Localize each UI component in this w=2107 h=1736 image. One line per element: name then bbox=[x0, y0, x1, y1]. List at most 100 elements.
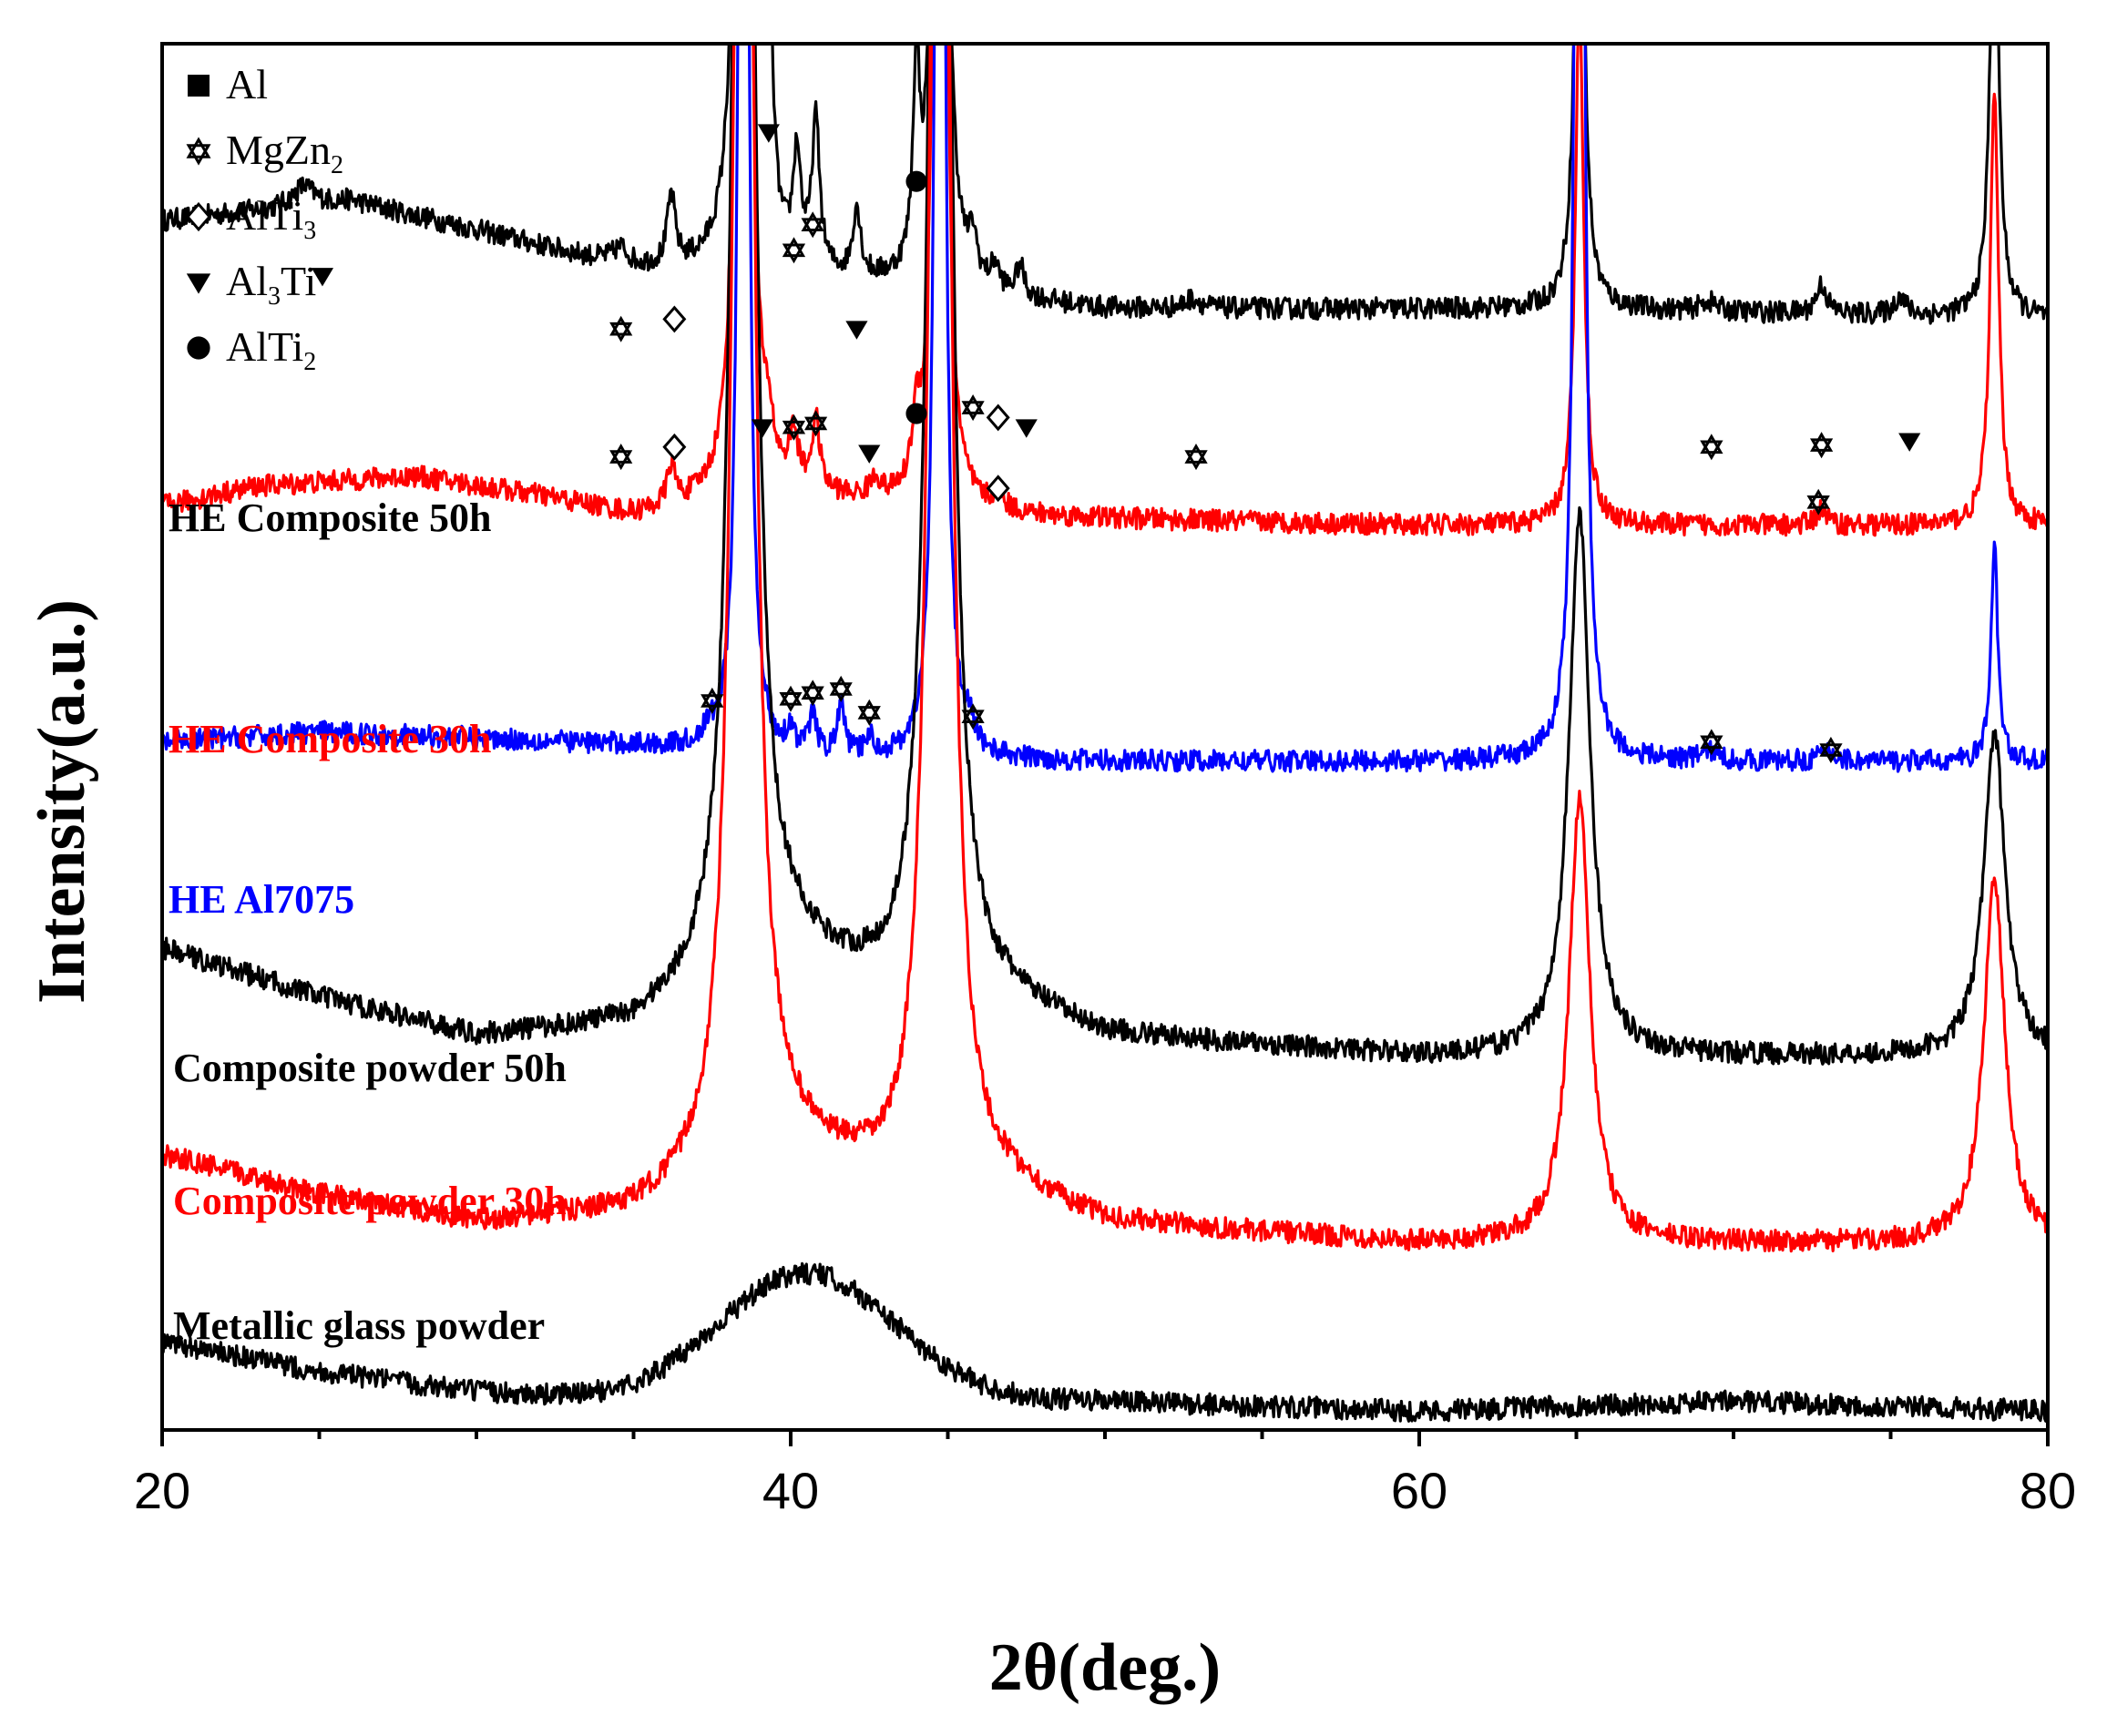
series-2-marker-hexagram bbox=[801, 679, 824, 707]
series-2-marker-hexagram bbox=[1819, 736, 1843, 763]
series-2-marker-hexagram bbox=[961, 703, 985, 730]
legend-filled-square-icon bbox=[188, 75, 210, 97]
legend-filled-down-triangle-icon bbox=[186, 273, 211, 294]
series-0-marker-filled-down-triangle-shape bbox=[311, 268, 334, 287]
legend-label-main: Al bbox=[226, 61, 268, 107]
legend-label-main: MgZn bbox=[226, 127, 331, 173]
series-1-marker-hexagram-shape-down bbox=[782, 420, 806, 441]
series-2-marker-hexagram-shape-up bbox=[961, 703, 985, 723]
x-tick-label: 20 bbox=[134, 1462, 190, 1519]
series-line-1 bbox=[162, 44, 2048, 537]
legend-label-subscript: 3 bbox=[303, 217, 316, 245]
legend-label-main: AlTi bbox=[226, 323, 303, 370]
series-0-marker-hexagram-shape-up bbox=[1810, 432, 1834, 452]
series-0-marker-hexagram-shape-up bbox=[1700, 434, 1723, 454]
legend-label-tail: Ti bbox=[281, 258, 316, 304]
series-0-marker-hexagram-shape-down bbox=[1700, 440, 1723, 461]
series-2-marker-hexagram-shape-up bbox=[801, 679, 824, 700]
series-0-marker-filled-down-triangle-shape bbox=[845, 321, 868, 340]
legend-entry-label: AlTi2 bbox=[226, 323, 316, 376]
series-label-5: Metallic glass powder bbox=[173, 1303, 545, 1348]
legend-label-subscript: 2 bbox=[303, 348, 316, 376]
x-tick-label: 80 bbox=[2020, 1462, 2076, 1519]
series-1-marker-hexagram-shape-down bbox=[804, 416, 828, 437]
series-2-marker-hexagram-shape-up bbox=[1700, 729, 1723, 750]
legend-entry: MgZn2 bbox=[186, 127, 343, 179]
series-2-marker-hexagram-shape-down bbox=[1819, 743, 1843, 763]
series-0-marker-hexagram-shape-up bbox=[609, 315, 633, 336]
series-0-marker-filled-circle bbox=[905, 170, 927, 192]
series-0-marker-hexagram bbox=[782, 237, 806, 264]
series-2-marker-hexagram-shape-up bbox=[779, 685, 803, 706]
series-1-marker-hexagram bbox=[609, 443, 633, 471]
series-0-marker-filled-down-triangle bbox=[757, 124, 780, 143]
legend-entry: Al bbox=[188, 61, 268, 107]
series-2-marker-hexagram bbox=[829, 675, 853, 702]
legend-filled-square-icon-shape bbox=[188, 75, 210, 97]
series-0-marker-filled-down-triangle-shape bbox=[757, 124, 780, 143]
legend-open-diamond-icon bbox=[186, 201, 211, 232]
series-2-marker-hexagram bbox=[857, 699, 881, 726]
series-1-marker-open-diamond-shape bbox=[986, 475, 1010, 503]
series-label-0: HE Composite 50h bbox=[169, 495, 491, 540]
series-0-marker-open-diamond bbox=[662, 305, 687, 333]
series-1-marker-filled-down-triangle bbox=[751, 419, 774, 438]
series-0-marker-filled-down-triangle bbox=[845, 321, 868, 340]
series-0-marker-filled-down-triangle-shape bbox=[1898, 433, 1921, 452]
series-label-3: Composite powder 50h bbox=[173, 1046, 567, 1090]
series-1-marker-hexagram bbox=[804, 410, 828, 437]
series-line-5 bbox=[162, 1261, 2048, 1423]
series-0-marker-filled-down-triangle bbox=[1898, 433, 1921, 452]
series-1-marker-filled-circle bbox=[905, 403, 927, 424]
series-1-marker-hexagram-shape-up bbox=[782, 414, 806, 434]
series-1-marker-open-diamond-shape bbox=[662, 433, 687, 461]
series-0-marker-hexagram-shape-down bbox=[961, 401, 985, 422]
series-0-marker-hexagram bbox=[961, 393, 985, 422]
series-labels: HE Composite 50h HE Composite 30h HE Al707… bbox=[169, 495, 567, 1348]
series-1-marker-hexagram bbox=[1806, 488, 1830, 516]
legend-hexagram-icon bbox=[186, 137, 211, 166]
series-2-marker-hexagram-shape-down bbox=[1700, 735, 1723, 756]
legend-label-subscript: 2 bbox=[331, 151, 343, 179]
legend-entry: AlTi3 bbox=[186, 192, 316, 245]
series-line-2 bbox=[162, 44, 2048, 773]
series-2-marker-hexagram-shape-up bbox=[829, 675, 853, 696]
x-axis-title: 2θ(deg.) bbox=[989, 1630, 1221, 1705]
series-0-marker-hexagram-shape-up bbox=[961, 393, 985, 414]
series-layer bbox=[162, 44, 2048, 1423]
legend-entry: Al3Ti bbox=[186, 258, 316, 311]
legend-open-diamond-icon-shape bbox=[186, 201, 211, 232]
series-0-marker-open-diamond-shape bbox=[662, 305, 687, 333]
series-2-marker-hexagram bbox=[1700, 729, 1723, 756]
series-1-marker-hexagram-shape-up bbox=[1806, 488, 1830, 509]
series-1-marker-hexagram-shape-down bbox=[1806, 495, 1830, 516]
series-2-marker-hexagram-shape-up bbox=[1819, 736, 1843, 757]
x-tick-label: 60 bbox=[1391, 1462, 1447, 1519]
series-line-4 bbox=[162, 44, 2048, 1253]
legend-label-main: Al bbox=[226, 258, 268, 304]
legend-filled-circle-icon-shape bbox=[187, 336, 210, 360]
legend-entry: AlTi2 bbox=[187, 323, 316, 376]
series-2-marker-hexagram bbox=[701, 687, 724, 714]
series-1-marker-hexagram-shape-down bbox=[609, 450, 633, 471]
series-1-marker-filled-circle-shape bbox=[905, 403, 927, 424]
legend-entry-label: AlTi3 bbox=[226, 192, 316, 245]
x-axis-ticks: 20 40 60 80 bbox=[134, 1430, 2076, 1519]
series-0-marker-hexagram-shape-down bbox=[782, 243, 806, 264]
series-0-marker-filled-circle-shape bbox=[905, 170, 927, 192]
series-0-marker-hexagram-shape-down bbox=[1810, 438, 1834, 459]
series-1-marker-hexagram-shape-up bbox=[804, 410, 828, 431]
series-2-marker-hexagram-shape-down bbox=[801, 686, 824, 707]
series-label-1: HE Composite 30h bbox=[169, 717, 491, 761]
series-0-marker-open-diamond bbox=[986, 403, 1010, 432]
series-line-0 bbox=[162, 44, 2048, 325]
series-1-marker-filled-down-triangle-shape bbox=[858, 444, 881, 464]
legend-hexagram-icon-shape-down bbox=[186, 144, 211, 166]
series-0-marker-open-diamond-shape bbox=[986, 403, 1010, 432]
series-line-3 bbox=[162, 44, 2048, 1066]
series-0-marker-filled-down-triangle bbox=[311, 268, 334, 287]
series-0-marker-hexagram bbox=[1184, 444, 1208, 471]
series-2-marker-hexagram-shape-down bbox=[829, 682, 853, 702]
